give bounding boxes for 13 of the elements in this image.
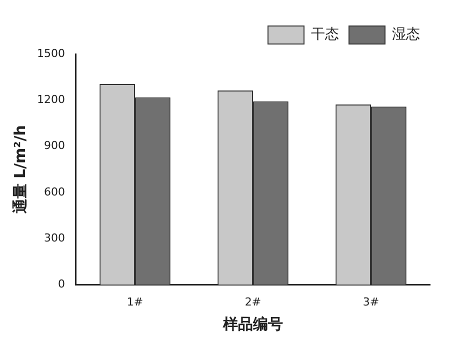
legend-label: 湿态 (392, 26, 420, 43)
y-tick-label: 1500 (36, 46, 65, 60)
y-tick-label: 1200 (36, 93, 65, 106)
x-tick-label: 1# (126, 295, 144, 308)
x-tick-label: 2# (244, 295, 262, 308)
y-tick-label: 600 (44, 185, 65, 198)
x-axis-title: 样品编号 (222, 314, 283, 333)
y-tick-label: 900 (44, 139, 65, 152)
y-tick-label: 300 (44, 232, 65, 244)
y-tick-label: 0 (58, 278, 65, 291)
x-tick-label: 3# (362, 295, 380, 308)
legend-label: 干态 (311, 26, 339, 43)
y-axis-title: 通量 L/m²/h (10, 125, 29, 215)
